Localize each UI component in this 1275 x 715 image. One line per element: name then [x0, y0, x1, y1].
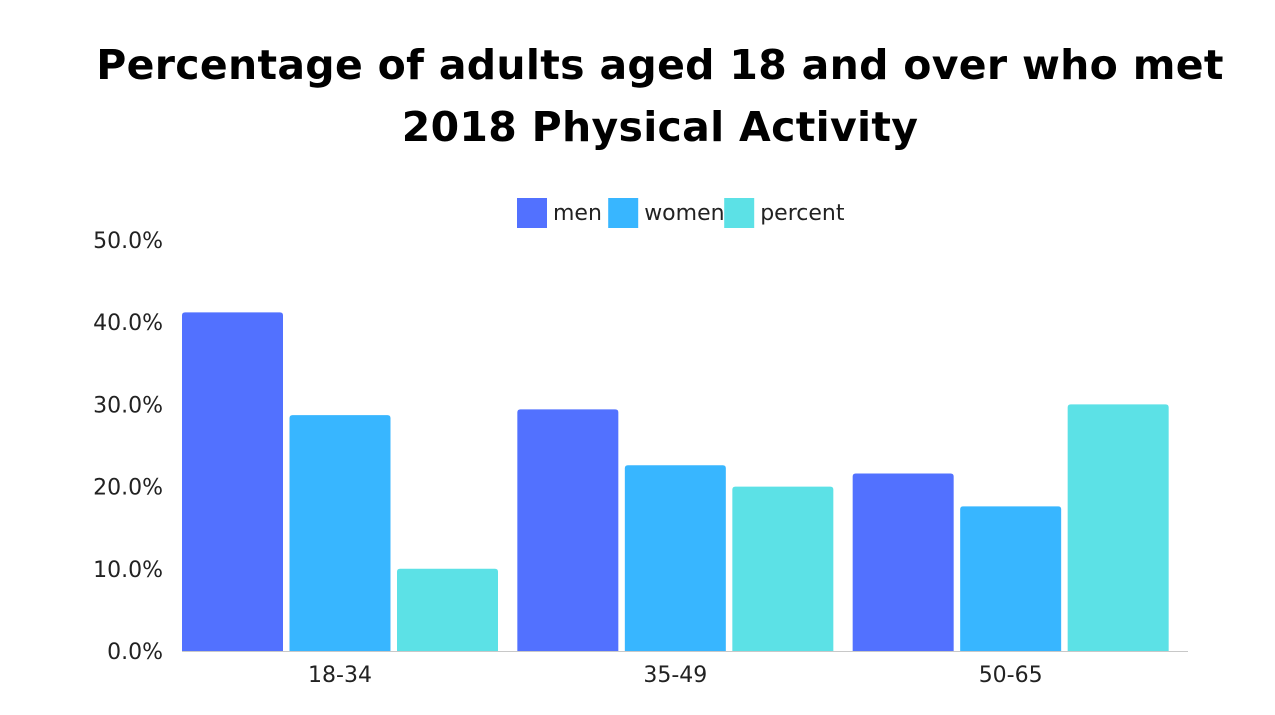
legend-label-percent: percent: [760, 201, 845, 226]
y-tick-label: 20.0%: [93, 476, 163, 501]
legend: men women percent: [517, 198, 845, 228]
bar-men-50-65: [852, 473, 954, 651]
x-tick-label: 50-65: [979, 663, 1043, 688]
bar-men-35-49: [517, 409, 619, 651]
x-axis: 18-34 35-49 50-65: [182, 651, 1188, 688]
bar-women-50-65: [960, 506, 1062, 651]
bar-percent-50-65: [1067, 404, 1169, 651]
bar-percent-35-49: [732, 486, 834, 651]
y-tick-label: 0.0%: [107, 640, 163, 665]
bars: [182, 312, 1169, 651]
legend-swatch-percent: [724, 198, 755, 228]
y-tick-label: 10.0%: [93, 558, 163, 583]
x-tick-label: 18-34: [308, 663, 372, 688]
x-tick-label: 35-49: [643, 663, 707, 688]
legend-swatch-men: [517, 198, 547, 228]
bar-women-18-34: [289, 415, 391, 651]
chart-title: Percentage of adults aged 18 and over wh…: [96, 41, 1224, 151]
bar-women-35-49: [624, 465, 726, 651]
legend-label-women: women: [644, 201, 724, 226]
y-tick-label: 40.0%: [93, 311, 163, 336]
legend-label-men: men: [553, 201, 602, 226]
y-tick-label: 50.0%: [93, 229, 163, 254]
y-axis: 0.0% 10.0% 20.0% 30.0% 40.0% 50.0%: [93, 229, 163, 665]
bar-men-18-34: [182, 312, 283, 651]
y-tick-label: 30.0%: [93, 393, 163, 418]
legend-swatch-women: [608, 198, 639, 228]
bar-percent-18-34: [397, 568, 498, 651]
